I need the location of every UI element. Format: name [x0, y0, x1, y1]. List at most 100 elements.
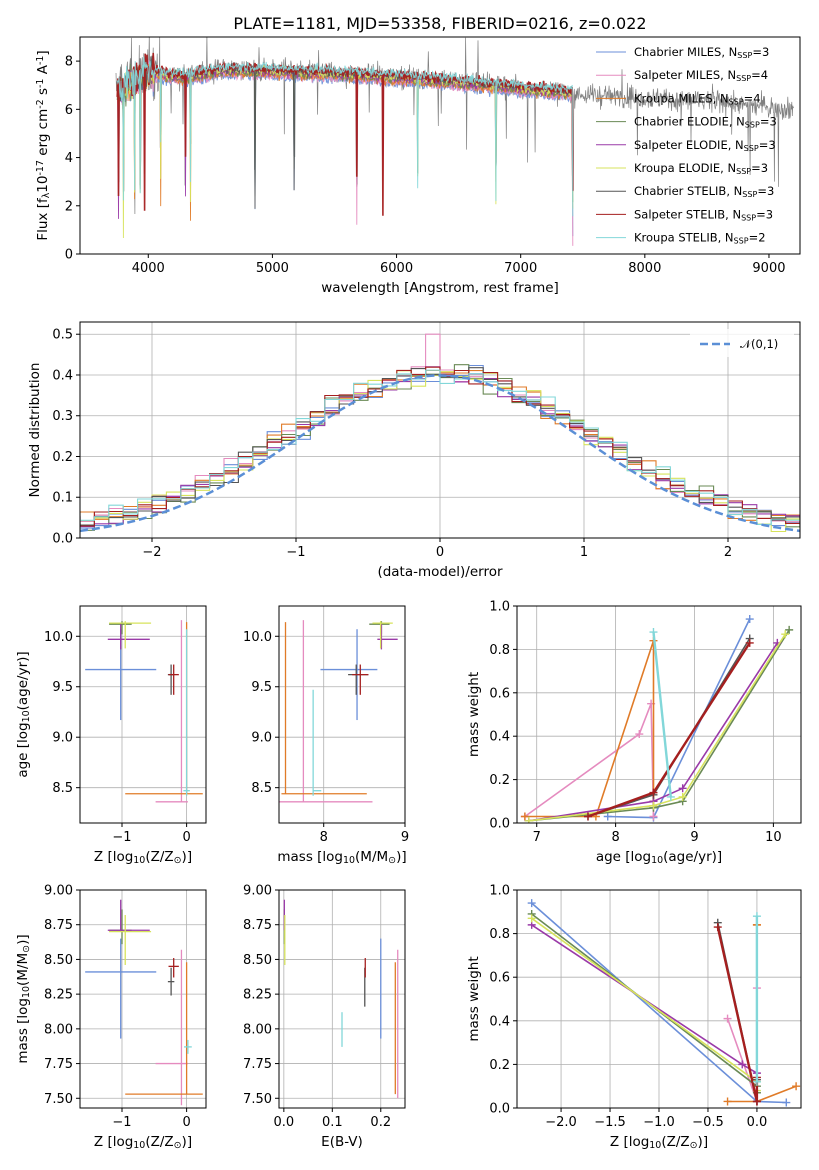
- weight-marker: [649, 812, 658, 821]
- y-tick-label: 8.25: [44, 988, 73, 1003]
- data-point: [372, 621, 393, 649]
- legend-label: Salpeter ELODIE, NSSP=3: [634, 138, 776, 153]
- y-tick-label: 0.5: [52, 328, 73, 343]
- axes-frame: [79, 605, 207, 824]
- weight-series: [524, 625, 794, 823]
- normal-curve: [80, 374, 800, 533]
- weight-series: [527, 920, 761, 1106]
- x-tick-label: 0: [182, 830, 190, 845]
- weight-series: [713, 923, 761, 1106]
- weight-series: [723, 920, 801, 1106]
- y-axis-label: age [log10(age/yr)]: [15, 651, 32, 777]
- x-tick-label: 9: [690, 830, 698, 845]
- data-point: [312, 689, 322, 796]
- y-tick-label: 8.5: [52, 781, 73, 796]
- data-point: [184, 1039, 192, 1054]
- legend-label: Salpeter STELIB, NSSP=3: [634, 207, 773, 222]
- x-tick-label: 8: [320, 830, 328, 845]
- y-axis-label: mass [log10(M/M⊙)]: [15, 934, 32, 1063]
- weight-marker: [520, 812, 529, 821]
- y-tick-label: 0.3: [52, 409, 73, 424]
- weight-marker: [782, 1098, 791, 1107]
- y-axis-label: Flux [fλ10-17 erg cm-2 s-1 A-1]: [35, 50, 52, 240]
- weight-marker: [785, 625, 794, 634]
- weight-marker: [781, 630, 790, 639]
- x-tick-label: 9: [401, 830, 409, 845]
- x-tick-label: 0.1: [322, 1115, 343, 1130]
- weight-marker: [666, 792, 675, 801]
- legend-label: 𝒩(0,1): [740, 337, 778, 351]
- weight-marker: [524, 816, 533, 823]
- data-point: [168, 958, 179, 978]
- y-tick-label: 8.75: [243, 918, 272, 933]
- plot-area: [80, 606, 206, 823]
- y-tick-label: 1.0: [489, 884, 510, 899]
- x-tick-label: 7000: [504, 261, 537, 276]
- x-tick-label: 6000: [380, 261, 413, 276]
- x-tick-label: 8000: [628, 261, 661, 276]
- y-tick-label: 7.75: [44, 1057, 73, 1072]
- legend-label: Kroupa STELIB, NSSP=2: [634, 231, 766, 246]
- panel-mass_vs_EBV: 0.0 0.1 0.2 7.50 7.75 8.00 8.25 8.50 8.75 9.00 E(B…: [243, 884, 406, 1150]
- y-tick-label: 1.0: [489, 600, 510, 615]
- weight-marker: [678, 784, 687, 793]
- weight-marker: [678, 792, 687, 801]
- x-tick-label: 1: [580, 545, 588, 560]
- y-tick-label: 0.6: [489, 971, 510, 986]
- x-tick-label: −1: [112, 830, 131, 845]
- x-tick-label: 10: [765, 830, 782, 845]
- y-tick-label: 0.0: [489, 1102, 510, 1117]
- weight-marker: [649, 788, 658, 797]
- data-point: [107, 624, 150, 650]
- y-tick-label: 2: [65, 199, 73, 214]
- weight-line: [528, 633, 786, 822]
- weight-marker: [603, 812, 612, 821]
- x-tick-label: −1: [112, 1115, 131, 1130]
- x-axis-label: (data-model)/error: [377, 564, 503, 580]
- y-tick-label: 8.50: [243, 953, 272, 968]
- y-tick-label: 0.8: [489, 927, 510, 942]
- legend-label: Kroupa MILES, NSSP=4: [634, 91, 761, 106]
- weight-marker: [527, 899, 536, 908]
- data-point: [167, 967, 175, 996]
- legend-label: Kroupa ELODIE, NSSP=3: [634, 161, 768, 176]
- data-point: [125, 622, 203, 795]
- legend-label: Salpeter MILES, NSSP=4: [634, 68, 768, 83]
- x-tick-label: 0.0: [747, 1115, 768, 1130]
- weight-line: [652, 631, 672, 798]
- data-point: [109, 914, 152, 965]
- panel-age_vs_mass: 8 9 8.5 9.0 9.5 10.0 mass [log10(M/M⊙)]: [243, 605, 409, 866]
- y-axis-label: Normed distribution: [27, 363, 43, 498]
- x-axis-label: Z [log10(Z/Z⊙)]: [94, 849, 192, 866]
- x-tick-label: −0.5: [692, 1115, 724, 1130]
- legend: 𝒩(0,1): [690, 329, 794, 357]
- y-tick-label: 6: [65, 103, 73, 118]
- y-tick-label: 0.6: [489, 686, 510, 701]
- y-tick-label: 7.50: [44, 1092, 73, 1107]
- y-tick-label: 8.25: [243, 988, 272, 1003]
- weight-marker: [713, 923, 722, 932]
- x-tick-label: 9000: [752, 261, 785, 276]
- axes-frame: [516, 605, 802, 824]
- y-tick-label: 4: [65, 151, 73, 166]
- weight-series: [520, 699, 658, 821]
- y-tick-label: 8.5: [251, 781, 272, 796]
- y-tick-label: 8.50: [44, 953, 73, 968]
- weight-marker: [745, 638, 754, 647]
- y-tick-label: 0.0: [52, 532, 73, 547]
- y-tick-label: 9.0: [251, 731, 272, 746]
- y-tick-label: 8.75: [44, 918, 73, 933]
- model-spectrum-line: [116, 56, 574, 217]
- x-tick-label: 2: [724, 545, 732, 560]
- data-point: [168, 664, 179, 695]
- y-tick-label: 9.5: [251, 680, 272, 695]
- y-tick-label: 9.5: [52, 680, 73, 695]
- x-tick-label: −1.0: [643, 1115, 675, 1130]
- weight-series: [649, 628, 675, 801]
- plot-area: [517, 606, 801, 823]
- legend-label: Chabrier STELIB, NSSP=3: [634, 184, 774, 199]
- weight-marker: [752, 1077, 761, 1086]
- axes-frame: [79, 36, 801, 255]
- weight-series: [520, 636, 658, 821]
